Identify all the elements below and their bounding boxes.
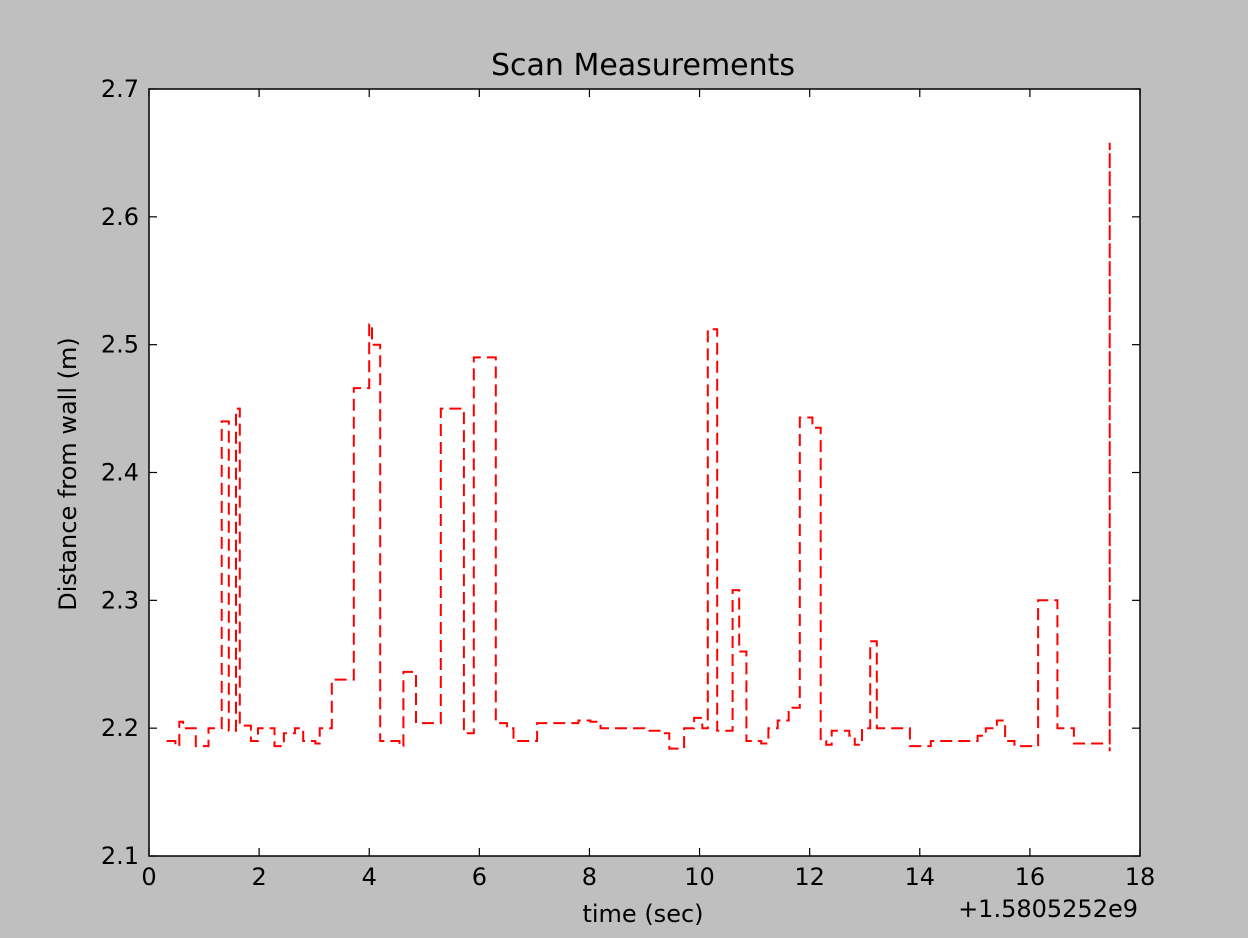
x-axis: 0 2 4 6 8 10 12 14 16 18 — [141, 89, 1155, 891]
series-layer — [166, 142, 1111, 752]
x-tick-label: 16 — [1015, 863, 1046, 891]
x-axis-label: time (sec) — [582, 900, 703, 928]
x-offset-label: +1.5805252e9 — [958, 895, 1138, 923]
y-axis-label: Distance from wall (m) — [54, 337, 82, 610]
x-tick-label: 14 — [905, 863, 936, 891]
x-tick-label: 0 — [141, 863, 156, 891]
series-line-0 — [166, 142, 1111, 752]
y-tick-label: 2.5 — [101, 331, 139, 359]
y-tick-label: 2.3 — [101, 586, 139, 614]
chart-title: Scan Measurements — [491, 48, 795, 83]
y-axis: 2.1 2.2 2.3 2.4 2.5 2.6 2.7 — [101, 75, 1140, 870]
y-tick-label: 2.6 — [101, 203, 139, 231]
x-tick-label: 12 — [794, 863, 825, 891]
plot-area — [149, 89, 1140, 856]
x-tick-label: 18 — [1125, 863, 1156, 891]
x-tick-label: 6 — [472, 863, 487, 891]
x-tick-label: 10 — [684, 863, 715, 891]
x-tick-label: 2 — [251, 863, 266, 891]
y-tick-label: 2.4 — [101, 459, 139, 487]
y-tick-label: 2.7 — [101, 75, 139, 103]
x-tick-label: 4 — [362, 863, 377, 891]
x-tick-label: 8 — [582, 863, 597, 891]
y-tick-label: 2.1 — [101, 842, 139, 870]
y-tick-label: 2.2 — [101, 714, 139, 742]
